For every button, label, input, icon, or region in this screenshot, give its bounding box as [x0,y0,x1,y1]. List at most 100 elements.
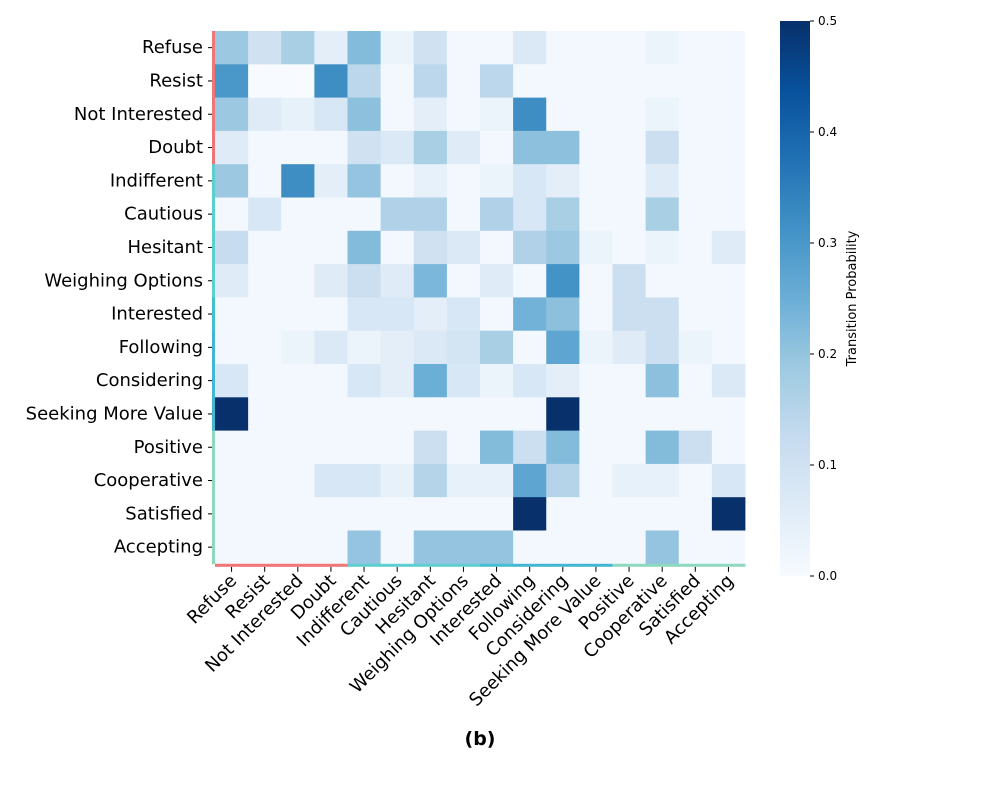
heatmap-cell [645,197,680,232]
heatmap-cell [248,463,282,498]
heatmap-cell [215,97,249,132]
colorbar-tick-label: 0.5 [818,14,837,28]
heatmap-cell [612,197,647,232]
heatmap-cell [215,164,249,198]
row-label: Following [119,337,203,358]
heatmap-cell [347,297,382,332]
column-group-strip [347,563,382,567]
heatmap-cell [645,130,680,165]
heatmap-cell [347,31,382,65]
heatmap-cell [711,330,746,365]
heatmap-cell [678,497,713,531]
heatmap-cell [281,430,315,465]
heatmap-cell [380,430,415,465]
heatmap-cell [513,297,547,332]
heatmap-cells [215,31,746,565]
row-label: Positive [134,437,203,458]
column-group-strip [281,563,315,567]
heatmap-cell [215,64,249,98]
heatmap-cell [612,497,647,531]
heatmap-cell [546,364,580,398]
heatmap-cell [678,430,713,465]
heatmap-cell [678,164,713,198]
colorbar-gradient [780,21,810,576]
row-label: Indifferent [110,170,203,191]
heatmap-cell [248,230,282,265]
heatmap-cell [579,463,613,498]
heatmap-cell [215,264,249,298]
heatmap-cell [281,397,315,431]
heatmap-cell [645,297,680,332]
heatmap-cell [546,297,580,332]
row-label: Cooperative [94,470,203,491]
heatmap-cell [314,264,348,298]
heatmap-cell [347,164,382,198]
heatmap-cell [446,31,481,65]
heatmap-cell [678,230,713,265]
heatmap-cell [446,297,481,332]
colorbar-tick-label: 0.1 [818,458,837,472]
heatmap-cell [380,164,415,198]
heatmap-cell [579,297,613,332]
heatmap-cell [446,164,481,198]
heatmap-cell [248,31,282,65]
heatmap-cell [248,430,282,465]
column-group-strip [314,563,348,567]
heatmap-cell [446,463,481,498]
heatmap-cell [711,497,746,531]
row-group-strip [212,364,215,398]
heatmap-cell [413,230,448,265]
heatmap-cell [380,97,415,132]
heatmap-cell [281,31,315,65]
heatmap-cell [314,97,348,132]
heatmap-cell [215,31,249,65]
heatmap-cell [314,530,348,565]
heatmap-cell [347,197,382,232]
heatmap-cell [248,530,282,565]
heatmap-cell [546,31,580,65]
heatmap-cell [248,297,282,332]
heatmap-cell [480,497,514,531]
row-label: Seeking More Value [26,403,203,424]
heatmap-cell [413,430,448,465]
heatmap-cell [678,530,713,565]
heatmap-cell [281,330,315,365]
heatmap-cell [446,430,481,465]
heatmap-cell [380,497,415,531]
row-label: Accepting [114,537,203,558]
heatmap-cell [579,97,613,132]
row-label: Not Interested [74,104,203,125]
heatmap-cell [513,230,547,265]
heatmap-cell [711,364,746,398]
heatmap-cell [678,197,713,232]
colorbar-tick-label: 0.0 [818,569,837,583]
heatmap-cell [314,397,348,431]
column-group-strip [645,563,680,567]
colorbar: 0.0 0.1 0.2 0.3 0.4 0.5 Transition Probabilit… [780,14,860,583]
heatmap-cell [480,230,514,265]
heatmap-cell [579,430,613,465]
row-label: Weighing Options [44,270,203,291]
row-group-strip [212,397,215,431]
heatmap-cell [281,264,315,298]
heatmap-cell [380,397,415,431]
figure-caption: (b) [465,728,496,750]
heatmap-cell [413,330,448,365]
heatmap-cell [281,64,315,98]
row-group-strip [212,264,215,298]
heatmap-cell [347,463,382,498]
row-group-strip [212,130,215,165]
heatmap-cell [480,530,514,565]
heatmap-cell [347,330,382,365]
heatmap-cell [645,164,680,198]
heatmap-cell [215,530,249,565]
heatmap-cell [413,164,448,198]
heatmap-cell [513,197,547,232]
row-group-strip [212,430,215,465]
heatmap-cell [546,430,580,465]
heatmap-cell [413,497,448,531]
heatmap-cell [446,230,481,265]
heatmap-cell [612,430,647,465]
heatmap-cell [480,197,514,232]
row-group-strip [212,497,215,531]
